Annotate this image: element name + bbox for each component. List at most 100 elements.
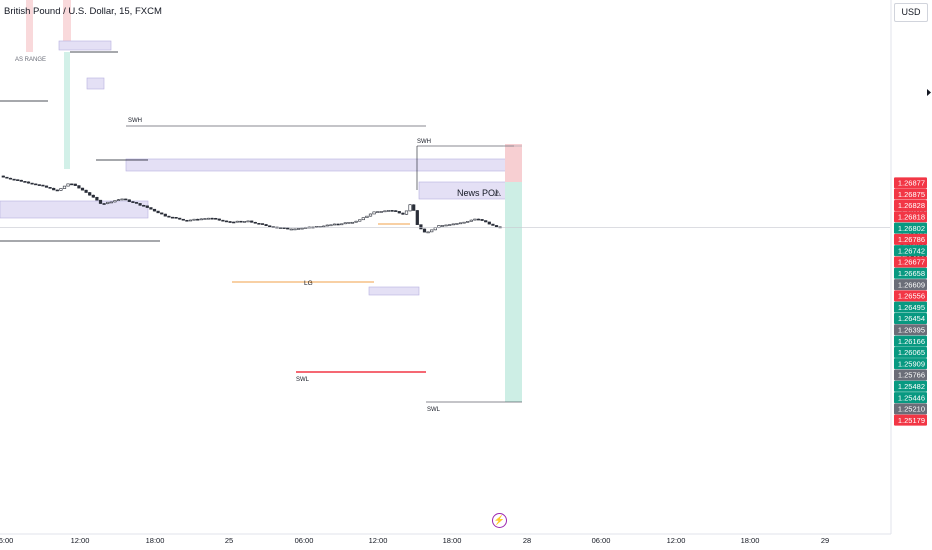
candle-body — [462, 221, 466, 224]
price-label-badge — [894, 403, 927, 415]
price-label-text: 1.26828 — [898, 201, 925, 210]
candle-body — [354, 220, 358, 223]
candle-body — [257, 222, 261, 225]
candle-body — [336, 223, 340, 226]
candle-body — [124, 198, 128, 201]
order-block-zone — [86, 77, 105, 90]
candle-body — [394, 210, 398, 212]
candle-body — [48, 187, 52, 189]
candle-body — [91, 194, 95, 198]
candle-body — [12, 178, 16, 181]
session-highlight-red — [26, 0, 33, 52]
price-label-text: 1.26395 — [898, 325, 925, 334]
price-label-text: 1.26818 — [898, 212, 925, 221]
candle-body — [282, 227, 286, 229]
price-label-text: 1.25482 — [898, 382, 925, 391]
session-highlight-green — [64, 52, 70, 169]
candle-body — [444, 224, 448, 227]
price-label-badge — [894, 312, 927, 324]
candle-body — [102, 203, 106, 205]
candle-body — [264, 224, 268, 227]
price-label-text: 1.25179 — [898, 416, 925, 425]
candle-body — [397, 211, 401, 214]
candle-body — [178, 217, 182, 220]
candle-body — [476, 218, 481, 221]
candle-body — [134, 202, 139, 204]
candle-body — [188, 219, 193, 222]
candle-body — [70, 183, 74, 186]
candle-body — [224, 220, 229, 223]
candle-body — [8, 177, 13, 180]
candle-body — [484, 220, 488, 223]
poi-zone-left — [0, 200, 149, 219]
candle-body — [422, 228, 427, 233]
candle-body — [163, 213, 167, 217]
candle-body — [55, 189, 59, 192]
candle-body — [181, 218, 185, 221]
price-label-badge — [894, 233, 927, 245]
candle-body — [466, 221, 470, 223]
price-label-text: 1.26454 — [898, 314, 925, 323]
candle-body — [52, 187, 56, 191]
candle-body — [361, 217, 365, 221]
candle-body — [408, 204, 412, 212]
price-label-text: 1.26658 — [898, 269, 925, 278]
lightning-bolt-icon[interactable]: ⚡ — [492, 513, 507, 528]
candle-body — [235, 220, 239, 223]
price-label-text: 1.26742 — [898, 246, 925, 255]
candle-body — [322, 225, 326, 228]
candle-body — [491, 223, 495, 226]
candle-body — [192, 218, 196, 221]
time-axis-tick: 12:00 — [667, 536, 686, 545]
poi-zone-upper — [125, 158, 521, 172]
price-label-badge — [894, 290, 927, 302]
position-target-zone — [505, 182, 522, 402]
candle-body — [358, 219, 362, 222]
position-stop-zone — [505, 144, 522, 182]
candle-body — [383, 210, 387, 213]
candle-body — [113, 200, 117, 203]
candle-body — [494, 225, 499, 228]
candle-body — [365, 215, 369, 218]
candle-body — [170, 216, 175, 219]
candle-body — [451, 223, 455, 226]
candle-body — [340, 223, 344, 226]
time-axis-tick: 18:00 — [443, 536, 462, 545]
warning-icon: ⚠ — [494, 189, 501, 198]
price-scale-arrow-icon — [927, 89, 931, 96]
candle-body — [458, 222, 463, 225]
candle-body — [217, 218, 221, 221]
price-label-badge — [894, 335, 927, 347]
time-axis-tick: 6:00 — [0, 536, 13, 545]
candle-body — [221, 219, 225, 222]
candle-body — [95, 196, 99, 201]
candle-body — [473, 218, 477, 221]
candle-body — [109, 201, 113, 204]
candle-body — [415, 210, 419, 225]
candle-body — [77, 185, 81, 189]
price-label-badge — [894, 346, 927, 358]
candle-body — [350, 221, 355, 224]
candle-body — [145, 205, 149, 208]
time-axis-tick: 12:00 — [369, 536, 388, 545]
candle-body — [372, 211, 376, 215]
swh-label: SWH — [417, 139, 431, 145]
price-label-badge — [894, 392, 927, 404]
currency-selector[interactable]: USD — [894, 3, 928, 22]
candle-body — [59, 188, 63, 191]
candle-body — [239, 220, 243, 223]
time-axis-tick: 18:00 — [741, 536, 760, 545]
candle-body — [131, 201, 135, 203]
candle-body — [203, 218, 207, 220]
candle-body — [376, 211, 380, 213]
price-label-badge — [894, 188, 927, 200]
candle-body — [242, 221, 247, 223]
candle-body — [120, 198, 124, 201]
price-label-badge — [894, 380, 927, 392]
candle-body — [228, 221, 232, 223]
candle-body — [293, 228, 297, 231]
price-label-text: 1.25210 — [898, 405, 925, 414]
candle-body — [30, 182, 34, 185]
